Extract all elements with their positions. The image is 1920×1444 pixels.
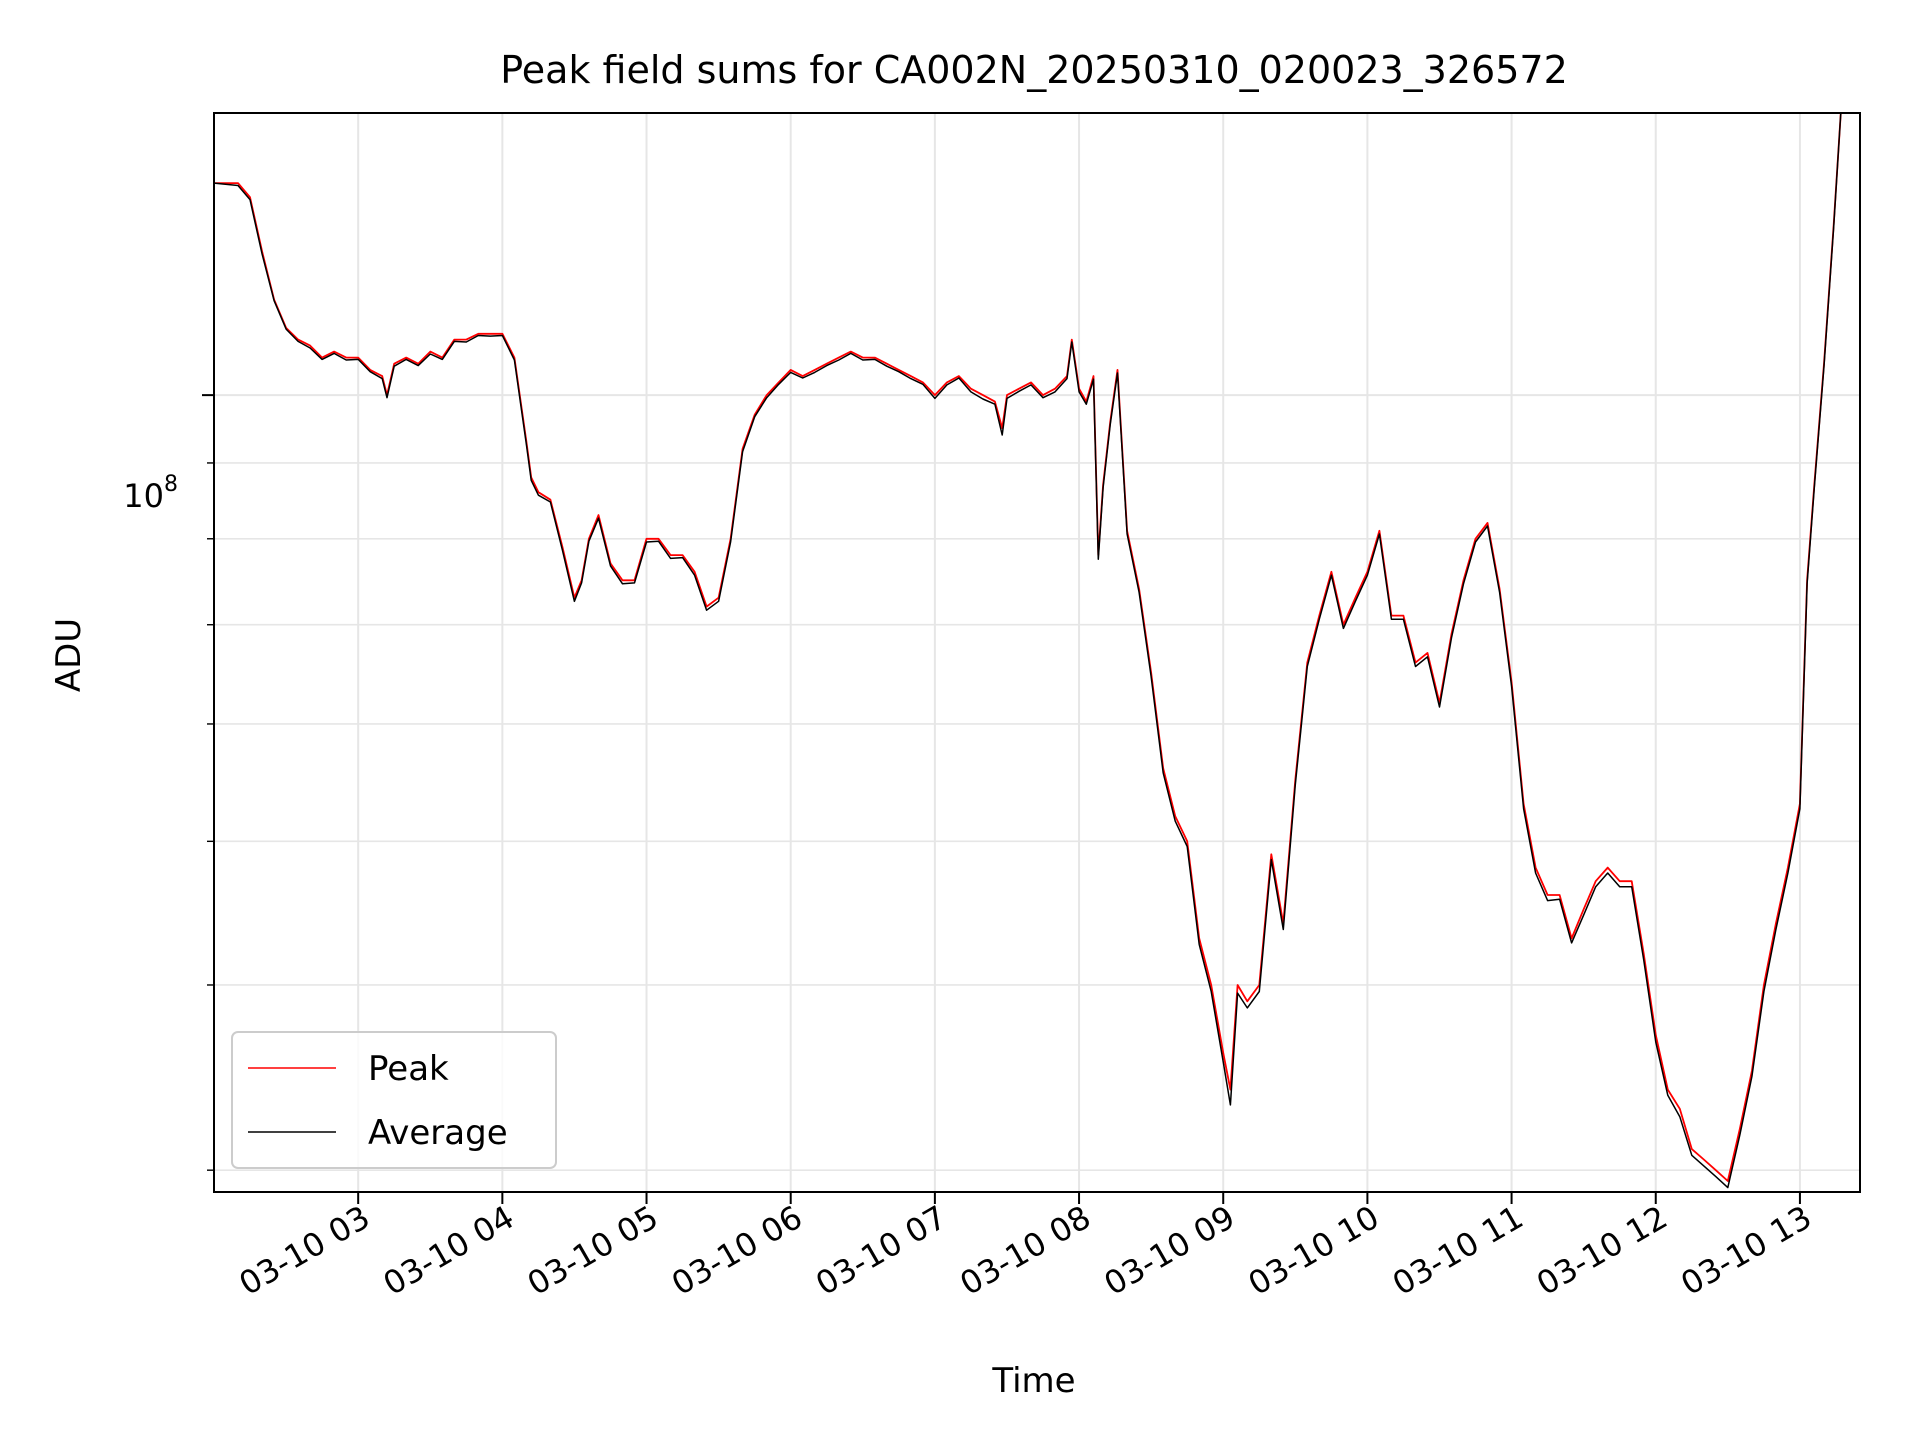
series-line-peak — [214, 113, 1842, 1182]
legend-label-average: Average — [368, 1113, 508, 1153]
y-tick-label-exponent: 8 — [164, 472, 178, 497]
series-line-average — [214, 113, 1842, 1189]
y-tick-label-base: 10 — [123, 477, 164, 515]
series-layer — [214, 113, 1842, 1189]
plot-frame — [213, 112, 1861, 1193]
y-tick-label: 108 — [123, 472, 178, 515]
legend: Peak Average — [231, 1031, 557, 1169]
legend-label-peak: Peak — [368, 1049, 449, 1089]
grid — [214, 113, 1860, 1192]
y-axis-label: ADU — [49, 618, 89, 692]
legend-box — [231, 1031, 557, 1169]
x-axis-label: Time — [991, 1361, 1075, 1401]
svg-text:108: 108 — [123, 472, 178, 515]
chart-title: Peak field sums for CA002N_20250310_0200… — [500, 48, 1568, 92]
